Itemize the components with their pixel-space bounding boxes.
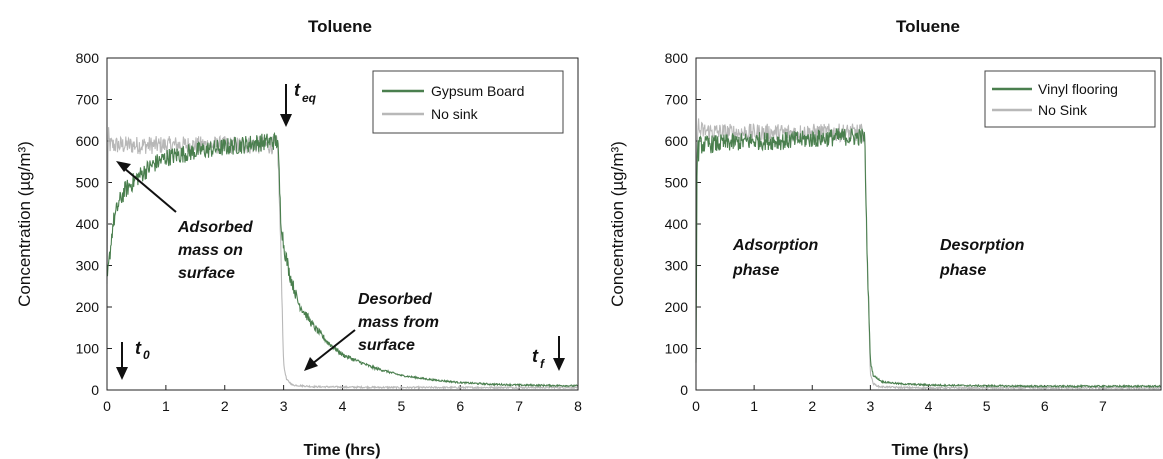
marker-tf: t (532, 346, 539, 366)
right-x-tick-label: 0 (692, 398, 700, 414)
right-x-tick-label: 3 (866, 398, 874, 414)
right-legend-label-nosink: No Sink (1038, 102, 1088, 118)
right-series-line-vinyl-flooring (695, 128, 1162, 389)
annotation-adsorption-line2: phase (732, 262, 779, 279)
left-x-tick-label: 0 (103, 398, 111, 414)
annotation-desorbed-line3: surface (358, 337, 415, 354)
left-y-tick-label: 600 (76, 133, 100, 149)
annotation-desorption-line1: Desorption (940, 237, 1025, 254)
right-legend-label-vinyl: Vinyl flooring (1038, 81, 1118, 97)
right-y-tick-label: 200 (665, 299, 689, 315)
left-x-tick-label: 5 (397, 398, 405, 414)
right-annotations: Adsorption phase Desorption phase (732, 237, 1025, 279)
left-x-tick-labels: 0 1 2 3 4 5 6 7 8 (103, 398, 582, 414)
left-x-tick-label: 7 (515, 398, 523, 414)
left-series-line-gypsum-board (106, 131, 579, 388)
right-plot-frame (695, 57, 1162, 391)
left-series-line-no-sink (106, 127, 579, 391)
annotation-desorbed-arrowhead (304, 357, 318, 371)
right-y-tick-label: 100 (665, 341, 689, 357)
left-legend-label-nosink: No sink (431, 106, 479, 122)
marker-teq: t (294, 80, 301, 100)
left-y-tick-label: 200 (76, 299, 100, 315)
marker-teq-subscript: eq (302, 91, 317, 105)
right-x-tick-label: 6 (1041, 398, 1049, 414)
left-y-axis-label: Concentration (µg/m³) (15, 141, 34, 307)
annotation-desorbed-line1: Desorbed (358, 291, 433, 308)
right-x-tick-label: 2 (808, 398, 816, 414)
annotation-adsorbed-line3: surface (178, 265, 235, 282)
marker-t0: t (135, 338, 142, 358)
left-legend: Gypsum Board No sink (372, 70, 564, 134)
right-legend: Vinyl flooring No Sink (984, 70, 1156, 128)
right-x-axis-label: Time (hrs) (891, 442, 968, 459)
right-y-tick-label: 300 (665, 258, 689, 274)
right-y-tick-label: 400 (665, 216, 689, 232)
right-chart-panel: Toluene 0 100 200 300 400 500 600 700 800 0 1 2 3 4 5… (608, 17, 1162, 459)
left-x-tick-label: 8 (574, 398, 582, 414)
left-y-tick-label: 0 (91, 382, 99, 398)
left-chart-title: Toluene (308, 17, 372, 36)
right-chart-title: Toluene (896, 17, 960, 36)
annotation-desorbed-line2: mass from (358, 314, 439, 331)
right-x-tick-label: 4 (925, 398, 933, 414)
annotation-desorbed-arrow (311, 329, 356, 365)
left-legend-box (372, 70, 564, 134)
left-series-lines (106, 127, 579, 391)
right-y-tick-label: 700 (665, 92, 689, 108)
right-y-tick-label: 600 (665, 133, 689, 149)
marker-t0-arrowhead (116, 367, 128, 380)
right-y-tick-label: 0 (680, 382, 688, 398)
left-y-tick-label: 800 (76, 50, 100, 66)
right-y-tick-label: 500 (665, 175, 689, 191)
left-x-tick-label: 3 (280, 398, 288, 414)
left-x-tick-label: 6 (456, 398, 464, 414)
marker-teq-arrowhead (280, 114, 292, 127)
left-chart-panel: Toluene 0 100 200 300 400 500 600 700 800 0 1 2 3 4 5… (15, 17, 582, 459)
left-x-tick-label: 1 (162, 398, 170, 414)
right-y-tick-labels: 0 100 200 300 400 500 600 700 800 (665, 50, 689, 398)
marker-tf-subscript: f (540, 357, 545, 371)
left-y-tick-label: 500 (76, 175, 100, 191)
left-y-tick-label: 300 (76, 258, 100, 274)
left-y-tick-label: 100 (76, 341, 100, 357)
marker-t0-subscript: 0 (143, 348, 150, 362)
right-x-tick-labels: 0 1 2 3 4 5 6 7 (692, 398, 1107, 414)
left-y-tick-labels: 0 100 200 300 400 500 600 700 800 (76, 50, 100, 398)
annotation-adsorbed-line2: mass on (178, 242, 243, 259)
annotation-adsorbed-arrow (123, 167, 177, 213)
annotation-adsorbed-line1: Adsorbed (177, 219, 254, 236)
marker-tf-arrowhead (553, 358, 565, 371)
left-x-axis-label: Time (hrs) (303, 442, 380, 459)
left-y-tick-label: 700 (76, 92, 100, 108)
annotation-adsorbed-arrowhead (116, 161, 131, 172)
right-series-lines (695, 118, 1162, 391)
left-annotations: Adsorbed mass on surface Desorbed mass f… (116, 80, 565, 380)
left-plot-frame (106, 57, 579, 391)
left-x-tick-label: 2 (221, 398, 229, 414)
right-y-axis-label: Concentration (µg/m³) (608, 141, 627, 307)
right-x-tick-label: 1 (750, 398, 758, 414)
right-x-tick-label: 5 (983, 398, 991, 414)
left-legend-label-gypsum: Gypsum Board (431, 83, 524, 99)
annotation-adsorption-line1: Adsorption (732, 237, 819, 254)
left-x-tick-label: 4 (339, 398, 347, 414)
right-y-tick-label: 800 (665, 50, 689, 66)
annotation-desorption-line2: phase (939, 262, 986, 279)
right-x-tick-label: 7 (1099, 398, 1107, 414)
left-y-tick-label: 400 (76, 216, 100, 232)
right-legend-box (984, 70, 1156, 128)
